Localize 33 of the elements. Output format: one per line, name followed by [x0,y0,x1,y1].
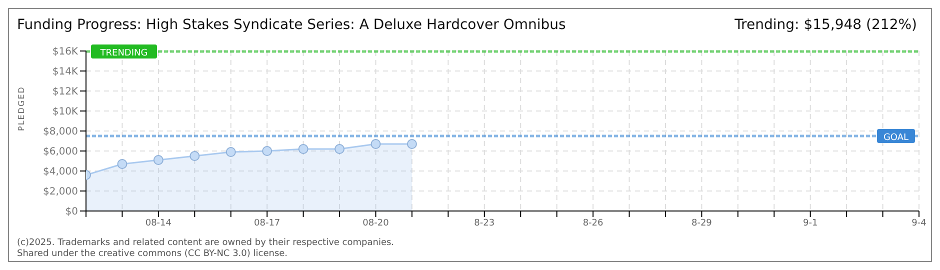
y-tick-label: $14K [52,66,78,78]
y-tick-label: $8,000 [43,126,78,138]
x-tick-label: 8-26 [582,218,604,228]
x-tick-label: 08-20 [362,218,390,228]
ref-line-label: TRENDING [99,48,148,59]
y-tick-label: $4,000 [43,166,78,178]
point [117,159,128,169]
y-tick-label: $10K [52,106,78,118]
point [262,146,272,156]
y-tick-label: $12K [52,86,78,98]
point [406,139,417,149]
x-tick-label: 08-17 [254,218,280,228]
y-tick-label: $2,000 [43,186,78,198]
point [190,151,200,161]
text: Trending: $15,948 (212%) [734,17,917,33]
text: (c)2025. Trademarks and related content are owned by their respective companies. [17,238,394,249]
y-tick-label: $16K [52,46,78,58]
y-tick-label: $6,000 [43,146,78,158]
point [226,147,236,157]
text: Shared under the creative commons (CC BY-NC 3.0) license. [17,249,289,260]
x-tick-label: 8-23 [474,218,495,228]
y-tick-label: $0 [65,206,78,218]
x-tick-label: 9-4 [912,218,927,228]
x-tick-label: 8-29 [691,218,712,228]
x-tick-label: 9-1 [802,218,818,228]
ref-line-label: GOAL [883,133,909,143]
x-tick-label: 08-14 [145,218,172,228]
y-axis-title: PLEDGED [16,86,26,131]
chart-title: Funding Progress: High Stakes Syndicate Series: A Deluxe Hardcover Omnibus [17,17,566,33]
point [298,144,308,154]
point [153,155,164,165]
point [334,144,345,154]
point [370,139,381,149]
